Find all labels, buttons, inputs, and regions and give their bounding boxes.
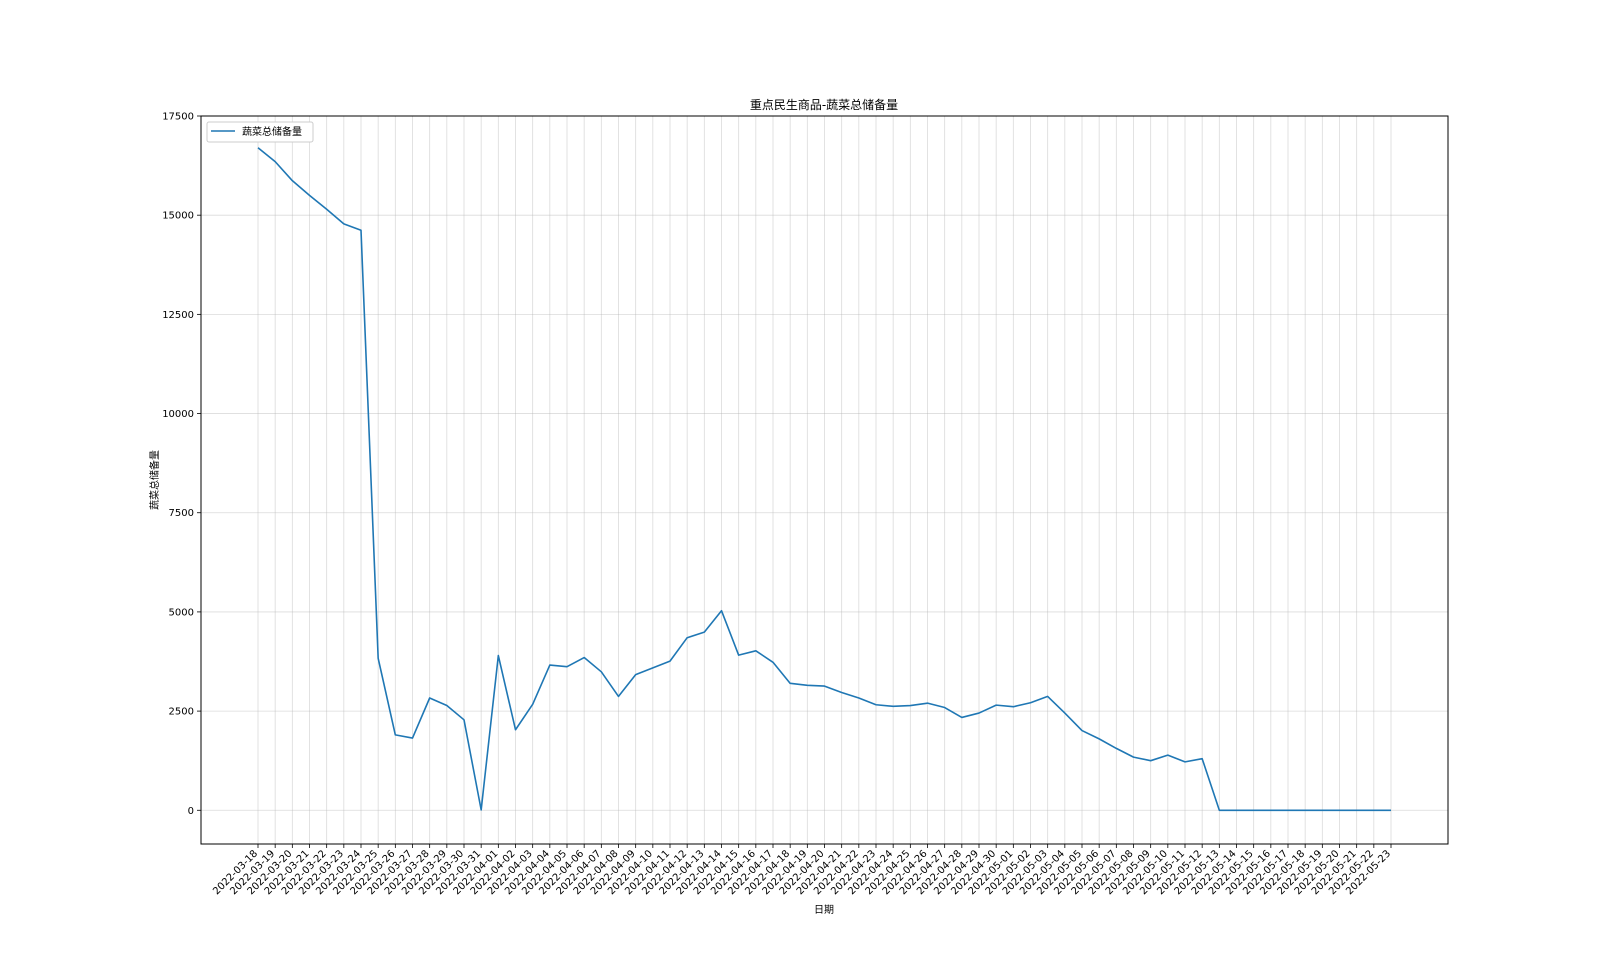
y-tick-label: 7500 [169,508,194,519]
chart-title: 重点民生商品-蔬菜总储备量 [750,97,898,112]
y-tick-label: 15000 [162,211,194,222]
y-tick-label: 17500 [162,112,194,123]
x-axis-label: 日期 [814,904,834,916]
y-tick-label: 2500 [169,707,194,718]
y-tick-label: 5000 [169,607,194,618]
x-axis-ticks: 2022-03-182022-03-192022-03-202022-03-21… [211,844,1393,897]
series-line [257,147,1391,812]
legend-label: 蔬菜总储备量 [242,125,302,138]
y-tick-label: 12500 [162,310,194,321]
series-layer [257,147,1391,812]
legend-box [206,121,314,143]
y-axis-label: 蔬菜总储备量 [148,450,161,510]
y-axis-ticks: 0 2500 5000 7500 10000 12500 15000 17500 [162,112,201,817]
y-tick-label: 10000 [162,409,194,420]
legend: 蔬菜总储备量 [206,121,314,143]
plot-area-frame [200,115,1449,845]
y-tick-label: 0 [188,806,194,817]
